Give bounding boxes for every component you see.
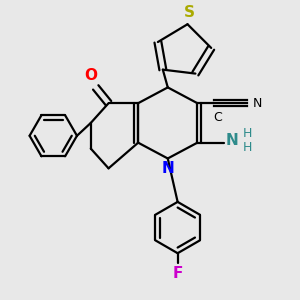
Text: N: N <box>226 133 239 148</box>
Text: N: N <box>161 161 174 176</box>
Text: C: C <box>214 111 223 124</box>
Text: N: N <box>253 97 262 110</box>
Text: F: F <box>172 266 183 281</box>
Text: H: H <box>243 141 252 154</box>
Text: O: O <box>84 68 97 83</box>
Text: S: S <box>184 5 195 20</box>
Text: H: H <box>243 127 252 140</box>
